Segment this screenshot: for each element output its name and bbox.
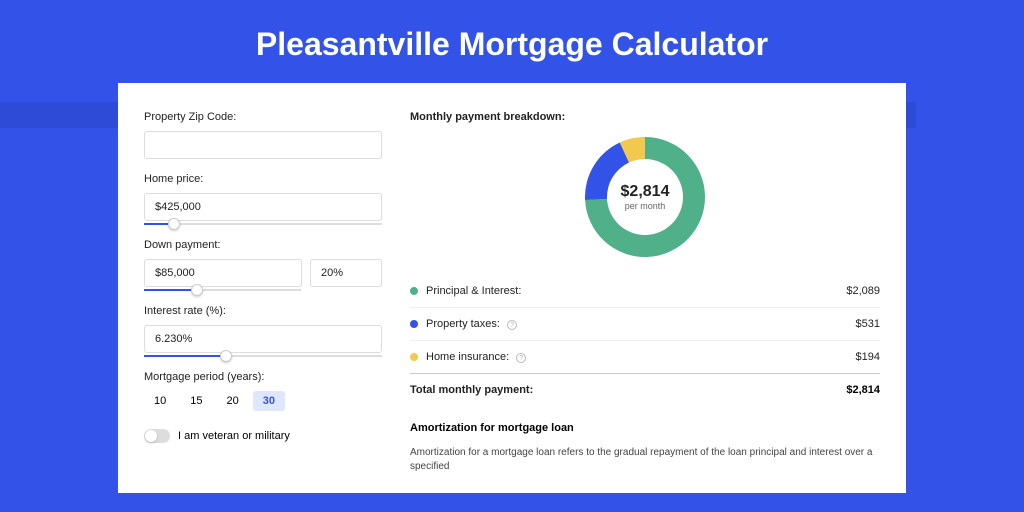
period-btn-20[interactable]: 20 <box>217 391 249 411</box>
legend-label: Property taxes: ? <box>426 318 856 330</box>
price-input[interactable] <box>144 193 382 221</box>
legend-row: Principal & Interest: $2,089 <box>410 275 880 308</box>
legend-value: $194 <box>856 351 880 363</box>
rate-slider[interactable] <box>144 355 382 357</box>
total-row: Total monthly payment: $2,814 <box>410 374 880 406</box>
form-panel: Property Zip Code: Home price: Down paym… <box>144 111 382 465</box>
legend-value: $531 <box>856 318 880 330</box>
down-slider[interactable] <box>144 289 301 291</box>
amort-text: Amortization for a mortgage loan refers … <box>410 446 880 474</box>
price-slider-thumb[interactable] <box>168 218 180 230</box>
price-field: Home price: <box>144 173 382 225</box>
zip-label: Property Zip Code: <box>144 111 382 123</box>
legend-value: $2,089 <box>846 285 880 297</box>
period-btn-10[interactable]: 10 <box>144 391 176 411</box>
veteran-row: I am veteran or military <box>144 429 382 443</box>
legend-label: Principal & Interest: <box>426 285 846 297</box>
rate-slider-thumb[interactable] <box>220 350 232 362</box>
donut-amount: $2,814 <box>621 183 670 201</box>
amortization-section: Amortization for mortgage loan Amortizat… <box>410 422 880 474</box>
period-field: Mortgage period (years): 10 15 20 30 <box>144 371 382 411</box>
total-value: $2,814 <box>846 384 880 396</box>
down-field: Down payment: <box>144 239 382 291</box>
rate-label: Interest rate (%): <box>144 305 382 317</box>
legend-dot <box>410 287 418 295</box>
down-slider-thumb[interactable] <box>191 284 203 296</box>
legend-dot <box>410 353 418 361</box>
period-btn-30[interactable]: 30 <box>253 391 285 411</box>
help-icon[interactable]: ? <box>507 320 517 330</box>
legend-label: Home insurance: ? <box>426 351 856 363</box>
zip-input[interactable] <box>144 131 382 159</box>
down-amount-input[interactable] <box>144 259 302 287</box>
zip-field: Property Zip Code: <box>144 111 382 159</box>
page-title: Pleasantville Mortgage Calculator <box>0 0 1024 83</box>
total-label: Total monthly payment: <box>410 384 846 396</box>
price-label: Home price: <box>144 173 382 185</box>
down-label: Down payment: <box>144 239 382 251</box>
breakdown-panel: Monthly payment breakdown: $2,814 per mo… <box>410 111 880 465</box>
price-slider[interactable] <box>144 223 382 225</box>
veteran-toggle[interactable] <box>144 429 170 443</box>
veteran-label: I am veteran or military <box>178 430 290 442</box>
period-btn-15[interactable]: 15 <box>180 391 212 411</box>
help-icon[interactable]: ? <box>516 353 526 363</box>
down-pct-input[interactable] <box>310 259 382 287</box>
legend-row: Home insurance: ? $194 <box>410 341 880 374</box>
legend-dot <box>410 320 418 328</box>
period-options: 10 15 20 30 <box>144 391 382 411</box>
period-label: Mortgage period (years): <box>144 371 382 383</box>
breakdown-title: Monthly payment breakdown: <box>410 111 880 123</box>
calculator-card: Property Zip Code: Home price: Down paym… <box>118 83 906 493</box>
rate-input[interactable] <box>144 325 382 353</box>
donut-sub: per month <box>621 201 670 211</box>
donut-chart: $2,814 per month <box>585 137 705 257</box>
amort-title: Amortization for mortgage loan <box>410 422 880 434</box>
legend-row: Property taxes: ? $531 <box>410 308 880 341</box>
rate-field: Interest rate (%): <box>144 305 382 357</box>
